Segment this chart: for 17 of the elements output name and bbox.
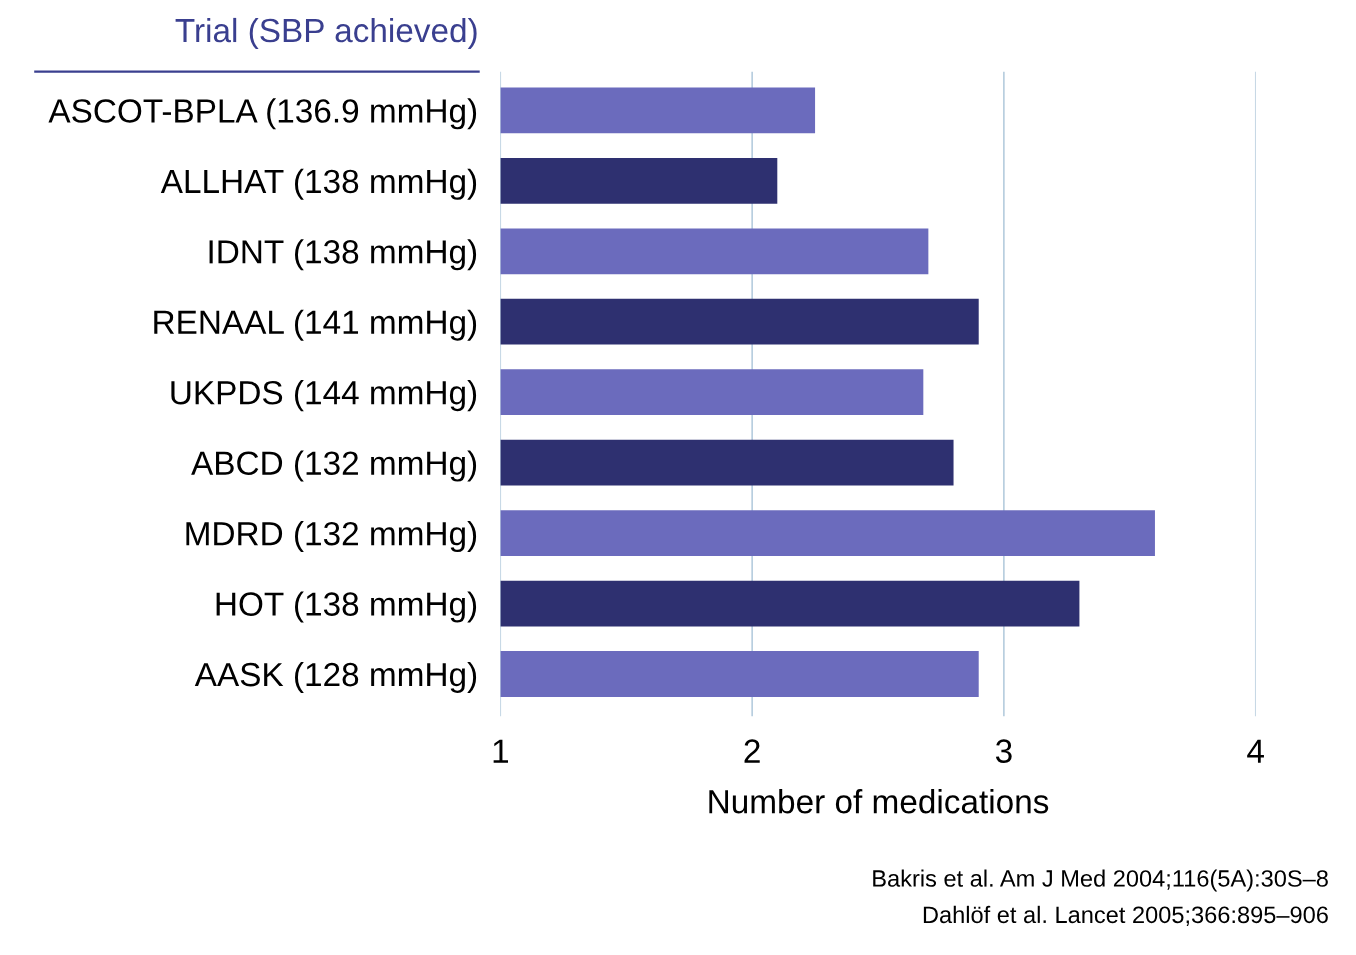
x-axis-title: Number of medications [709,788,1049,814]
y-tick-label: ASCOT-BPLA (136.9 mmHg) [48,98,477,130]
x-tick-label: 2 [744,739,760,763]
x-tick-label: 4 [1247,739,1264,763]
y-tick-label: ALLHAT (138 mmHg) [160,168,477,200]
y-tick-label: UKPDS (144 mmHg) [171,380,477,412]
y-axis-title: Trial (SBP achieved) [175,17,477,49]
y-tick-label: HOT (138 mmHg) [216,591,477,623]
text: Bakris et al. Am J Med 2004;116(5A):30S–8 [873,869,1328,892]
y-tick-label: IDNT (138 mmHg) [209,239,477,271]
text: Dahlöf et al. Lancet 2005;366:895–906 [923,905,1328,926]
x-tick-label: 3 [995,739,1012,763]
y-tick-label: RENAAL (141 mmHg) [154,309,477,341]
y-tick-label: MDRD (132 mmHg) [186,521,477,553]
y-tick-label: AASK (128 mmHg) [194,661,477,693]
y-tick-label: ABCD (132 mmHg) [191,450,477,482]
x-tick-label: 1 [493,739,509,763]
